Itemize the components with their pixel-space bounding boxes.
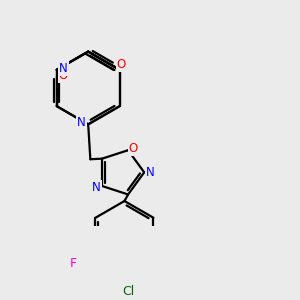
- Text: N: N: [77, 116, 86, 129]
- Text: O: O: [58, 69, 68, 82]
- Text: N: N: [146, 166, 155, 179]
- Text: O: O: [117, 58, 126, 71]
- Text: Cl: Cl: [122, 285, 134, 298]
- Text: N: N: [92, 181, 100, 194]
- Text: O: O: [129, 142, 138, 155]
- Text: F: F: [69, 257, 76, 270]
- Text: N: N: [59, 62, 68, 75]
